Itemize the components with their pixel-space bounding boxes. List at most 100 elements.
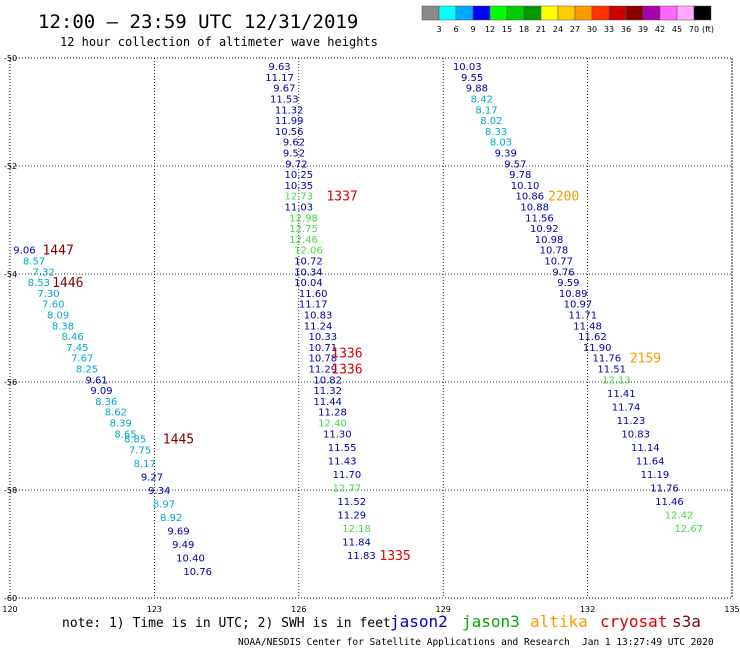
- wave-height-point: 10.56: [275, 127, 304, 138]
- wave-height-point: 11.19: [641, 470, 670, 481]
- wave-height-point: 8.85: [124, 435, 146, 446]
- time-label: 1336: [331, 363, 362, 378]
- time-label: 2200: [548, 190, 579, 205]
- colorbar-swatch: [438, 5, 457, 21]
- wave-height-point: 12.06: [294, 246, 323, 257]
- wave-height-point: 11.32: [313, 386, 342, 397]
- wave-height-point: 9.76: [552, 267, 574, 278]
- x-tick-label: 126: [291, 605, 306, 614]
- y-tick-label: -50: [4, 54, 17, 63]
- wave-height-point: 11.60: [299, 289, 328, 300]
- footer-timestamp: Jan 1 13:27:49 UTC 2020: [582, 637, 714, 648]
- colorbar-label: 39: [638, 25, 648, 34]
- wave-height-point: 12.13: [602, 375, 631, 386]
- wave-height-point: 10.89: [559, 289, 588, 300]
- colorbar-swatch: [642, 5, 661, 21]
- colorbar-label: 18: [519, 25, 529, 34]
- wave-height-point: 11.55: [328, 443, 357, 454]
- wave-height-point: 8.17: [134, 459, 156, 470]
- wave-height-point: 11.51: [597, 365, 626, 376]
- colorbar-label: 42: [655, 25, 665, 34]
- x-tick-label: 120: [2, 605, 17, 614]
- wave-height-point: 11.44: [313, 397, 342, 408]
- wave-height-point: 11.76: [650, 483, 679, 494]
- colorbar-unit: (ft): [702, 25, 714, 34]
- wave-height-point: 11.74: [612, 402, 641, 413]
- wave-height-point: 10.78: [309, 354, 338, 365]
- wave-height-point: 8.62: [105, 408, 127, 419]
- y-tick-label: -52: [4, 162, 17, 171]
- wave-height-point: 10.10: [511, 181, 540, 192]
- wave-height-point: 10.92: [530, 224, 559, 235]
- wave-height-point: 11.03: [284, 203, 313, 214]
- wave-height-point: 11.43: [328, 456, 357, 467]
- wave-height-point: 10.04: [294, 278, 323, 289]
- wave-height-point: 8.65: [114, 429, 136, 440]
- wave-height-point: 10.97: [564, 300, 593, 311]
- wave-height-point: 10.98: [535, 235, 564, 246]
- wave-height-point: 10.72: [294, 257, 323, 268]
- wave-height-point: 8.42: [471, 95, 493, 106]
- wave-height-point: 9.72: [285, 159, 307, 170]
- footer-credit: NOAA/NESDIS Center for Satellite Applica…: [238, 637, 570, 648]
- time-label: 2159: [630, 352, 661, 367]
- wave-height-point: 8.57: [23, 257, 45, 268]
- wave-height-point: 11.32: [275, 105, 304, 116]
- colorbar-swatch: [421, 5, 440, 21]
- wave-height-point: 9.69: [167, 527, 189, 538]
- wave-height-point: 7.32: [33, 267, 55, 278]
- legend-jason2: jason2: [390, 612, 448, 631]
- chart-title: 12:00 — 23:59 UTC 12/31/2019: [38, 11, 358, 33]
- time-labels: 1447 1446 1445 1337 1336 1336 1335 2200 2159: [42, 190, 661, 564]
- x-tick-label: 123: [147, 605, 162, 614]
- wave-height-point: 11.48: [573, 321, 602, 332]
- wave-height-point: 8.02: [480, 116, 502, 127]
- colorbar-swatch: [540, 5, 559, 21]
- wave-height-point: 11.53: [270, 95, 299, 106]
- legend-s3a: s3a: [672, 612, 701, 631]
- colorbar-label: 12: [485, 25, 495, 34]
- colorbar-label: 33: [604, 25, 614, 34]
- wave-height-point: 8.97: [153, 500, 175, 511]
- colorbar-label: 21: [536, 25, 546, 34]
- wave-height-point: 11.70: [333, 470, 362, 481]
- wave-height-point: 11.17: [265, 73, 294, 84]
- wave-height-point: 7.67: [71, 354, 93, 365]
- wave-height-point: 11.46: [655, 497, 684, 508]
- wave-height-point: 9.59: [557, 278, 579, 289]
- legend-jason3: jason3: [462, 612, 520, 631]
- colorbar-swatch: [557, 5, 576, 21]
- x-tick-label: 129: [436, 605, 451, 614]
- colorbar-label: 70: [689, 25, 699, 34]
- wave-height-point: 11.30: [323, 429, 352, 440]
- y-axis-ticks: -50 -52 -54 -56 -58 -60: [4, 54, 17, 603]
- wave-height-point: 8.17: [475, 105, 497, 116]
- colorbar-swatch: [676, 5, 695, 21]
- footer-note: note: 1) Time is in UTC; 2) SWH is in fe…: [62, 616, 391, 631]
- wave-height-point: 11.71: [568, 311, 597, 322]
- wave-height-point: 10.71: [309, 343, 338, 354]
- y-tick-label: -56: [4, 378, 17, 387]
- wave-height-point: 9.57: [504, 159, 526, 170]
- wave-height-point: 11.52: [337, 497, 366, 508]
- wave-height-point: 9.39: [495, 149, 517, 160]
- time-label: 1337: [326, 190, 357, 205]
- colorbar-label: 45: [672, 25, 682, 34]
- wave-height-point: 9.61: [86, 375, 108, 386]
- wave-height-point: 10.76: [183, 567, 212, 578]
- wave-height-point: 7.75: [129, 446, 151, 457]
- wave-height-point: 11.76: [593, 354, 622, 365]
- wave-height-point: 10.82: [313, 375, 342, 386]
- wave-height-point: 11.24: [304, 321, 333, 332]
- colorbar-swatch: [506, 5, 525, 21]
- wave-height-point: 9.88: [466, 84, 488, 95]
- wave-height-point: 11.28: [318, 408, 347, 419]
- wave-height-point: 12.18: [342, 524, 371, 535]
- wave-height-point: 12.46: [289, 235, 318, 246]
- wave-height-point: 11.83: [347, 551, 376, 562]
- x-tick-label: 135: [724, 605, 739, 614]
- chart-subtitle: 12 hour collection of altimeter wave hei…: [60, 35, 378, 49]
- x-axis-ticks: 120 123 126 129 132 135: [2, 605, 739, 614]
- wave-height-point: 8.39: [110, 419, 132, 430]
